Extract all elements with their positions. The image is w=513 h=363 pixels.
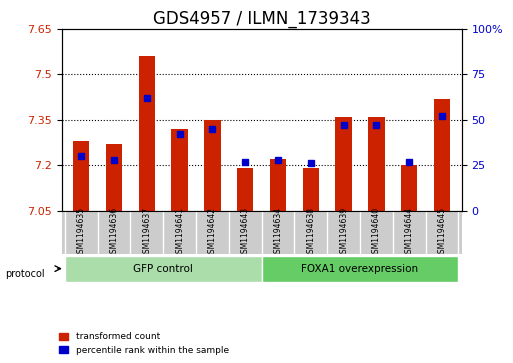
Bar [303, 168, 319, 211]
FancyBboxPatch shape [262, 256, 459, 282]
Text: GSM1194636: GSM1194636 [110, 207, 119, 258]
Bar [270, 159, 286, 211]
Text: FOXA1 overexpression: FOXA1 overexpression [302, 264, 419, 274]
Text: GSM1194638: GSM1194638 [306, 207, 315, 258]
Bar [106, 144, 122, 211]
Bar [401, 165, 418, 211]
Text: GSM1194643: GSM1194643 [241, 207, 250, 258]
Text: GSM1194644: GSM1194644 [405, 207, 413, 258]
Text: protocol: protocol [5, 269, 45, 279]
Bar [73, 141, 89, 211]
Text: GSM1194641: GSM1194641 [175, 207, 184, 258]
Text: GSM1194645: GSM1194645 [438, 207, 446, 258]
Bar [336, 117, 352, 211]
Bar [171, 129, 188, 211]
Text: GSM1194642: GSM1194642 [208, 207, 217, 258]
Legend: transformed count, percentile rank within the sample: transformed count, percentile rank withi… [56, 329, 232, 359]
Text: GSM1194637: GSM1194637 [142, 207, 151, 258]
Text: GSM1194640: GSM1194640 [372, 207, 381, 258]
Text: GFP control: GFP control [133, 264, 193, 274]
Text: GSM1194639: GSM1194639 [339, 207, 348, 258]
Text: GSM1194635: GSM1194635 [77, 207, 86, 258]
Title: GDS4957 / ILMN_1739343: GDS4957 / ILMN_1739343 [153, 10, 370, 28]
FancyBboxPatch shape [65, 256, 262, 282]
Bar [237, 168, 253, 211]
Bar [434, 99, 450, 211]
Bar [368, 117, 385, 211]
Text: GSM1194634: GSM1194634 [273, 207, 283, 258]
Bar [139, 56, 155, 211]
Bar [204, 120, 221, 211]
